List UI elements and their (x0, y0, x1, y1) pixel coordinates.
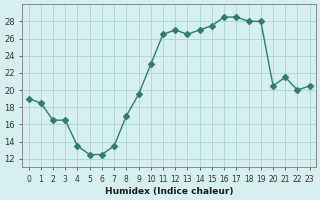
X-axis label: Humidex (Indice chaleur): Humidex (Indice chaleur) (105, 187, 233, 196)
